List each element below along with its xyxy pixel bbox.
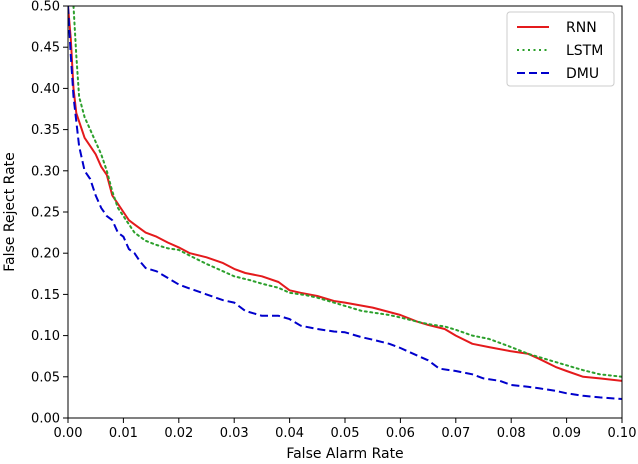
series-line-lstm [72,6,622,378]
series-layer [68,6,622,400]
series-line-rnn [68,6,622,382]
series-line-dmu [68,6,622,400]
y-tick-label: 0.25 [31,206,60,221]
y-tick-label: 0.50 [31,0,60,15]
x-tick-label: 0.08 [497,426,526,441]
x-tick-label: 0.06 [386,426,415,441]
y-tick-label: 0.30 [31,164,60,179]
x-tick-label: 0.03 [220,426,249,441]
x-tick-label: 0.01 [109,426,138,441]
legend-label-lstm: LSTM [566,43,603,59]
x-tick-label: 0.07 [441,426,470,441]
legend-box [506,11,615,87]
x-tick-label: 0.09 [552,426,581,441]
y-axis: 0.00 0.05 0.10 0.15 0.20 0.25 0.30 0.35 0.40 0.45… [31,0,68,427]
x-tick-label: 0.05 [331,426,360,441]
y-tick-label: 0.40 [31,82,60,97]
x-tick-label: 0.00 [54,426,83,441]
legend: RNN LSTM DMU [506,11,615,87]
y-tick-label: 0.10 [31,329,60,344]
legend-label-dmu: DMU [566,66,599,82]
x-tick-label: 0.10 [608,426,637,441]
x-axis-label: False Alarm Rate [286,446,403,462]
y-tick-label: 0.05 [31,370,60,385]
y-tick-label: 0.35 [31,123,60,138]
y-tick-label: 0.00 [31,412,60,427]
x-axis: 0.00 0.01 0.02 0.03 0.04 0.05 0.06 0.07 0.08 0.09… [54,418,637,441]
y-tick-label: 0.15 [31,288,60,303]
x-tick-label: 0.04 [275,426,304,441]
y-tick-label: 0.45 [31,41,60,56]
legend-label-rnn: RNN [566,20,597,36]
y-axis-label: False Reject Rate [2,152,18,272]
x-tick-label: 0.02 [164,426,193,441]
y-tick-label: 0.20 [31,247,60,262]
